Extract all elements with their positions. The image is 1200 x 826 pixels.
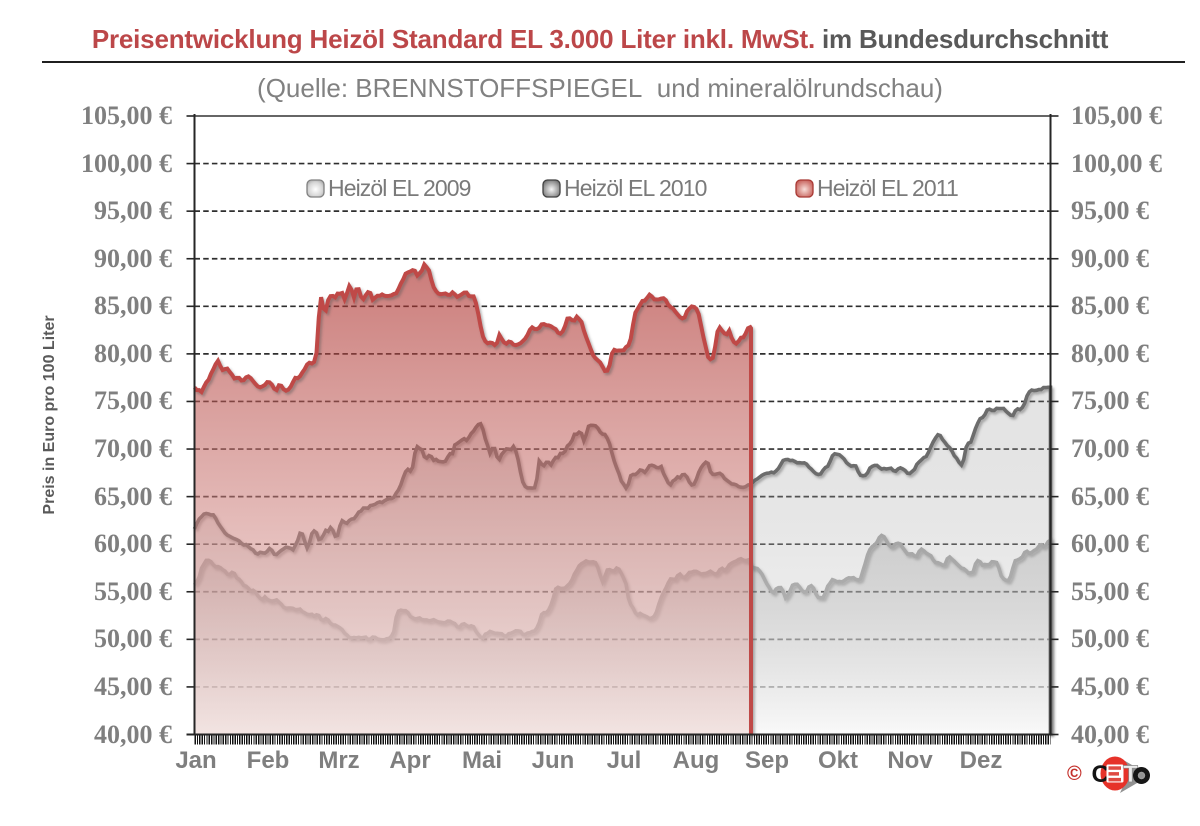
svg-text:T: T bbox=[1123, 761, 1138, 788]
svg-text:©: © bbox=[1067, 763, 1082, 785]
svg-text:C: C bbox=[1092, 761, 1110, 788]
